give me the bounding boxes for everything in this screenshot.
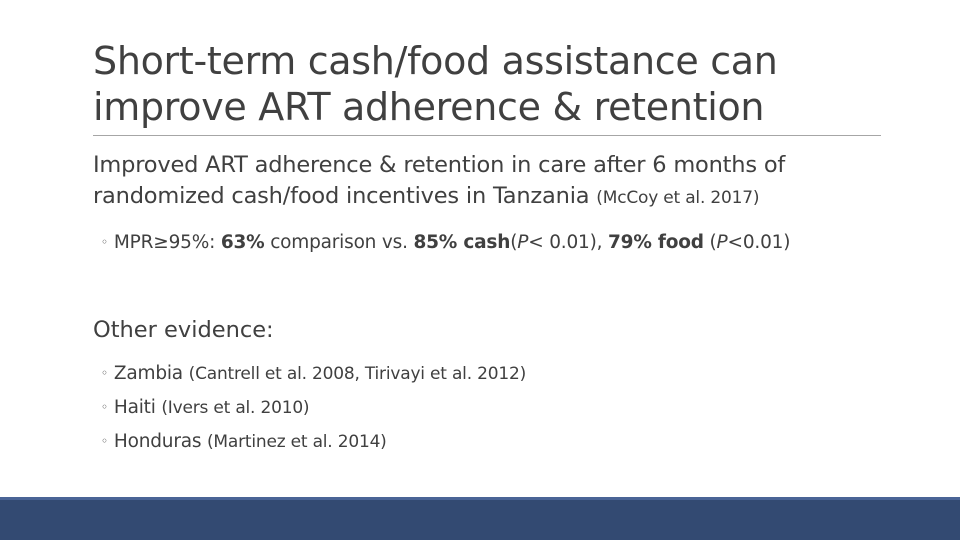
footer-bar xyxy=(0,497,960,540)
p-value-cash-letter: P xyxy=(517,232,529,253)
bullet-marker-icon: ◦ xyxy=(101,400,108,414)
evidence-place: Zambia xyxy=(113,363,183,384)
lead-text: Improved ART adherence & retention in ca… xyxy=(93,152,786,209)
list-item: ◦ Honduras (Martinez et al. 2014) xyxy=(101,428,387,455)
bullet-marker-icon: ◦ xyxy=(101,366,108,380)
result-value-cash: 85% cash xyxy=(413,232,511,253)
lead-citation: (McCoy et al. 2017) xyxy=(596,188,760,208)
p-value-food-rest: <0.01) xyxy=(727,232,791,253)
bullet-marker-icon: ◦ xyxy=(101,235,108,249)
evidence-citation: (Martinez et al. 2014) xyxy=(206,432,387,452)
result-value-food: 79% food xyxy=(607,232,704,253)
other-evidence-heading: Other evidence: xyxy=(93,317,274,343)
slide-title: Short-term cash/food assistance can impr… xyxy=(93,38,913,130)
p-value-cash-open: ( xyxy=(510,232,518,253)
evidence-place: Honduras xyxy=(113,431,202,452)
evidence-citation: (Ivers et al. 2010) xyxy=(161,398,310,418)
title-divider xyxy=(93,135,881,136)
result-text-comparison: comparison vs. xyxy=(270,232,408,253)
lead-paragraph: Improved ART adherence & retention in ca… xyxy=(93,150,913,214)
slide-title-line-1: Short-term cash/food assistance can xyxy=(93,39,778,83)
result-prefix: MPR≥95%: xyxy=(113,232,216,253)
result-value-comparison: 63% xyxy=(220,232,265,253)
bullet-marker-icon: ◦ xyxy=(101,434,108,448)
p-value-food-open: ( xyxy=(709,232,717,253)
p-value-food-letter: P xyxy=(716,232,728,253)
result-bullet: ◦ MPR≥95%: 63% comparison vs. 85% cash(P<… xyxy=(101,229,790,256)
evidence-citation: (Cantrell et al. 2008, Tirivayi et al. 2… xyxy=(188,364,527,384)
slide-title-line-2: improve ART adherence & retention xyxy=(93,85,765,129)
p-value-cash-rest: < 0.01), xyxy=(528,232,603,253)
list-item: ◦ Zambia (Cantrell et al. 2008, Tirivayi … xyxy=(101,360,526,387)
list-item: ◦ Haiti (Ivers et al. 2010) xyxy=(101,394,310,421)
evidence-place: Haiti xyxy=(113,397,156,418)
